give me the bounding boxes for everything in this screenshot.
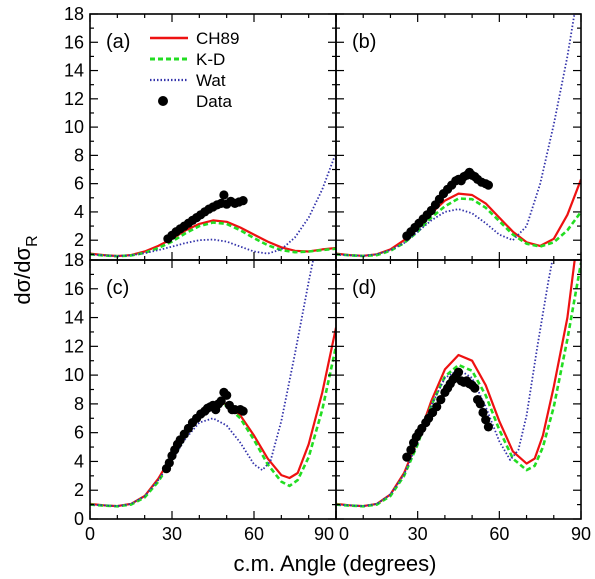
- data-point: [483, 180, 493, 190]
- panel-ticks: [335, 259, 582, 520]
- y-axis-title-main: dσ/dσ: [10, 246, 35, 304]
- y-tick-label: 16: [64, 279, 84, 299]
- y-tick-label: 6: [74, 174, 84, 194]
- data-point: [478, 407, 488, 418]
- series-line-kd: [336, 197, 581, 258]
- y-tick-label: 4: [74, 451, 84, 471]
- data-point: [483, 422, 493, 432]
- series-line-wat: [90, 152, 336, 257]
- y-tick-label: 12: [64, 89, 84, 109]
- x-tick-label: 90: [314, 524, 334, 544]
- plot-layer: [90, 14, 581, 508]
- series-line-ch89: [90, 219, 336, 258]
- panel-3-plot: [90, 260, 336, 508]
- legend-label: K-D: [196, 50, 225, 69]
- data-point: [406, 445, 416, 455]
- legend-marker: [158, 96, 168, 106]
- legend-entry: K-D: [150, 50, 225, 69]
- x-tick-label: 60: [244, 524, 264, 544]
- series-line-wat: [336, 14, 576, 257]
- legend-entry: Wat: [150, 71, 226, 90]
- series-line-wat: [336, 260, 554, 507]
- panel-label: (d): [352, 277, 376, 299]
- data-point: [164, 458, 174, 468]
- series-line-kd: [90, 346, 336, 508]
- panel-2-plot: [336, 14, 581, 258]
- y-tick-label: 10: [64, 365, 84, 385]
- y-tick-label: 4: [74, 202, 84, 222]
- y-axis-title: dσ/dσR: [10, 235, 41, 304]
- data-point: [436, 395, 446, 405]
- y-tick-label: 12: [64, 336, 84, 356]
- series-line-kd: [90, 221, 336, 258]
- y-tick-label: 10: [64, 117, 84, 137]
- y-tick-label: 8: [74, 145, 84, 165]
- panel-label: (a): [106, 31, 130, 53]
- panel-4-plot: [336, 260, 581, 508]
- data-point: [238, 196, 248, 206]
- frame-layer: (a) (b) (c) (d): [89, 13, 582, 520]
- tick-layer: 2 4 6 8 10 12 14 16 18 0 2 4 6 8 10 12 14 16 18 0 30 60 90 30 60…: [64, 4, 591, 544]
- x-tick-label: 30: [408, 524, 428, 544]
- data-point: [453, 367, 464, 377]
- legend-label: Wat: [196, 71, 226, 90]
- panel-ticks: [89, 259, 337, 520]
- y-tick-label: 14: [64, 61, 84, 81]
- x-tick-label: 60: [489, 524, 509, 544]
- x-axis-title: c.m. Angle (degrees): [234, 551, 437, 576]
- legend-entry: CH89: [150, 29, 239, 48]
- data-point: [432, 402, 442, 412]
- y-tick-label: 14: [64, 308, 84, 328]
- y-tick-label: 2: [74, 230, 84, 250]
- data-point: [402, 452, 412, 462]
- x-tick-label: 0: [85, 524, 95, 544]
- panel-label: (b): [352, 31, 376, 53]
- y-tick-label: 18: [64, 250, 84, 270]
- svg-text:dσ/dσR: dσ/dσR: [10, 235, 41, 304]
- panel-1-plot: [90, 152, 336, 258]
- data-point: [475, 399, 485, 409]
- y-tick-label: 0: [74, 509, 84, 529]
- data-point: [238, 406, 248, 416]
- data-point: [222, 390, 232, 400]
- series-line-ch89: [90, 327, 336, 508]
- panel-ticks: [89, 13, 337, 260]
- data-point: [219, 190, 229, 200]
- data-point: [470, 383, 480, 393]
- panel-ticks: [335, 13, 582, 260]
- data-point: [481, 415, 491, 425]
- data-point: [216, 396, 226, 406]
- panel-label: (c): [106, 277, 129, 299]
- legend: CH89 K-D Wat Data: [150, 29, 239, 111]
- y-tick-label: 6: [74, 423, 84, 443]
- y-tick-label: 8: [74, 394, 84, 414]
- legend-entry: Data: [158, 92, 232, 111]
- legend-label: CH89: [196, 29, 239, 48]
- x-tick-label: 30: [162, 524, 182, 544]
- x-tick-label: 0: [339, 524, 349, 544]
- y-tick-label: 2: [74, 480, 84, 500]
- x-tick-label: 90: [571, 524, 591, 544]
- y-axis-title-subscript: R: [24, 235, 41, 247]
- legend-label: Data: [196, 92, 232, 111]
- y-tick-label: 18: [64, 4, 84, 24]
- y-tick-label: 16: [64, 32, 84, 52]
